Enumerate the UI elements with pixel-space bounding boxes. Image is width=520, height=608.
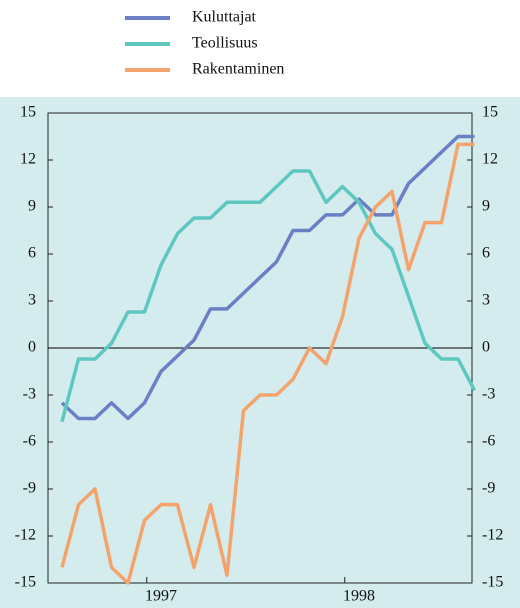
y-tick-label: -6 [23, 433, 36, 450]
y2-tick-label: -15 [482, 574, 503, 591]
y-tick-label: 9 [28, 198, 36, 215]
series-line [60, 169, 477, 423]
y-tick-label: -3 [23, 386, 36, 403]
legend-label: Kuluttajat [192, 9, 257, 26]
y2-tick-label: -3 [482, 386, 495, 403]
legend-label: Rakentaminen [192, 61, 284, 78]
y2-tick-label: 6 [482, 245, 490, 262]
y2-tick-label: -9 [482, 480, 495, 497]
y-tick-label: 12 [20, 151, 36, 168]
y2-tick-label: 3 [482, 292, 490, 309]
y2-tick-label: 12 [482, 151, 498, 168]
plot-background [0, 97, 520, 608]
y2-tick-label: -6 [482, 433, 495, 450]
x-tick-label: 1998 [343, 588, 375, 605]
y-tick-label: -15 [15, 574, 36, 591]
y2-tick-label: 9 [482, 198, 490, 215]
y2-tick-label: 0 [482, 339, 490, 356]
y2-tick-label: 15 [482, 104, 498, 121]
series-line [60, 134, 475, 421]
y-tick-label: 6 [28, 245, 36, 262]
y-tick-label: 0 [28, 339, 36, 356]
x-tick-label: 1997 [145, 588, 177, 605]
y2-tick-label: -12 [482, 527, 503, 544]
y-tick-label: -9 [23, 480, 36, 497]
y-tick-label: -12 [15, 527, 36, 544]
y-tick-label: 3 [28, 292, 36, 309]
legend-label: Teollisuus [192, 35, 258, 52]
y-tick-label: 15 [20, 104, 36, 121]
series-line [60, 142, 475, 585]
